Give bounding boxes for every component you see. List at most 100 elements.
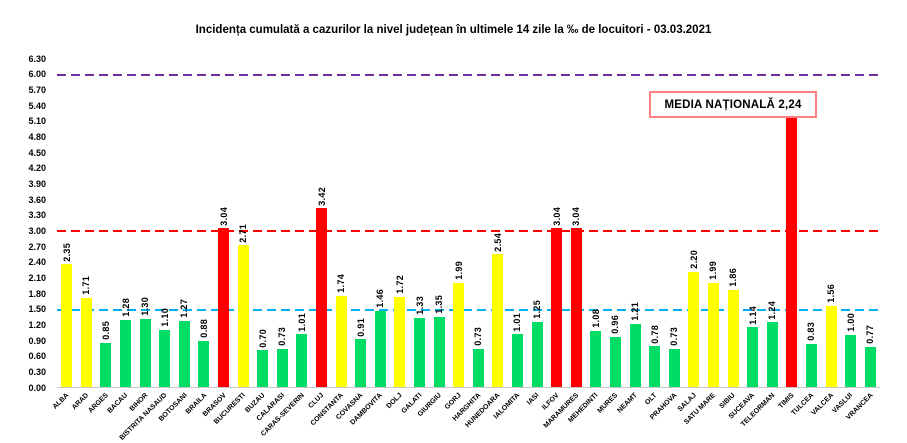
bar-value-label: 1.71	[81, 275, 92, 295]
bar-galati	[414, 317, 425, 387]
y-axis-tick-label: 4.50	[28, 147, 46, 158]
bar-value-label: 0.73	[669, 327, 680, 346]
bar-value-label: 1.25	[532, 300, 543, 319]
bar-arad	[80, 297, 92, 387]
y-axis-tick-label: 4.80	[28, 131, 46, 142]
y-axis-tick-label: 3.60	[28, 194, 46, 205]
bar-dolj	[394, 297, 406, 387]
bar-arges	[100, 342, 112, 387]
bar-value-label: 1.14	[747, 305, 758, 325]
category-label: NEAMT	[616, 392, 640, 415]
y-axis-tick-label: 3.90	[28, 178, 46, 189]
bar-value-label: 1.72	[394, 275, 405, 295]
bar-value-label: 1.74	[336, 274, 347, 294]
bar-constanta	[335, 296, 347, 387]
bar-satu-mare	[707, 283, 719, 387]
national-average-label: MEDIA NAȚIONALĂ 2,24	[664, 98, 802, 111]
category-label: MURES	[596, 392, 620, 415]
y-axis-tick-label: 6.30	[28, 53, 46, 64]
bar-alba	[61, 264, 73, 387]
bar-value-label: 2.54	[492, 232, 503, 252]
y-axis-tick-label: 1.20	[28, 319, 46, 330]
y-axis-tick-label: 2.40	[28, 257, 46, 268]
bar-calarasi	[276, 348, 288, 387]
y-axis-tick-label: 2.10	[28, 272, 46, 283]
bar-vaslui	[845, 334, 857, 387]
bar-value-label: 0.85	[100, 320, 111, 340]
bar-value-label: 3.04	[218, 206, 229, 226]
category-label: IASI	[526, 392, 542, 407]
bar-dambovita	[374, 310, 386, 387]
bar-covasna	[355, 339, 367, 387]
bar-prahova	[668, 348, 680, 387]
bar-value-label: 1.24	[767, 300, 778, 320]
bar-gorj	[453, 283, 465, 387]
bar-value-label: 1.01	[512, 312, 523, 332]
bar-value-label: 0.70	[257, 328, 268, 348]
y-axis-tick-label: 0.90	[28, 335, 46, 346]
category-label: ALBA	[52, 392, 71, 411]
bar-value-label: 3.04	[571, 206, 582, 226]
bar-value-label: 1.86	[728, 268, 739, 287]
y-axis-tick-label: 0.60	[28, 351, 46, 362]
bar-hunedoara	[492, 254, 504, 387]
bar-value-label: 0.96	[610, 315, 621, 334]
bar-mures	[609, 336, 621, 387]
bar-ialomita	[511, 334, 523, 387]
bar-value-label: 0.73	[277, 327, 288, 346]
bar-bacau	[120, 320, 132, 387]
reference-line-1.50	[57, 308, 880, 311]
bar-value-label: 3.04	[551, 206, 562, 226]
bar-value-label: 2.35	[61, 242, 72, 262]
category-label: BACAU	[106, 392, 130, 415]
bar-value-label: 0.83	[806, 321, 817, 341]
bar-value-label: 1.28	[120, 298, 131, 318]
bar-value-label: 0.78	[649, 324, 660, 344]
bar-value-label: 1.00	[845, 313, 856, 332]
plot-area: 2.35 1.71 0.85 1.28 1.30 1.10 1.27 0.88 3.04 2.71…	[57, 59, 880, 388]
bar-braila	[198, 341, 210, 387]
bar-harghita	[472, 348, 484, 387]
bar-value-label: 1.01	[296, 312, 307, 332]
bar-value-label: 1.27	[179, 298, 190, 318]
bar-giurgiu	[433, 316, 445, 387]
bar-value-label: 1.30	[140, 297, 151, 317]
bar-value-label: 1.21	[630, 302, 641, 321]
bar-value-label: 1.35	[434, 294, 445, 314]
bar-maramures	[570, 228, 582, 387]
bar-bistrita-nasaud	[159, 329, 171, 387]
bar-suceava	[747, 327, 759, 387]
bar-valcea	[825, 305, 837, 387]
bar-value-label: 2.20	[688, 250, 699, 270]
bar-tulcea	[805, 343, 817, 387]
bar-caras-severin	[296, 334, 308, 387]
bar-neamt	[629, 323, 641, 387]
reference-line-3.00	[57, 230, 880, 233]
y-axis-tick-label: 1.80	[28, 288, 46, 299]
bar-value-label: 1.99	[708, 261, 719, 281]
national-average-box: MEDIA NAȚIONALĂ 2,24	[649, 91, 817, 118]
y-axis-tick-label: 0.00	[28, 382, 46, 393]
bar-value-label: 1.33	[414, 295, 425, 315]
bar-sibiu	[727, 289, 739, 387]
y-axis-tick-label: 2.70	[28, 241, 46, 252]
y-axis-tick-label: 5.70	[28, 84, 46, 95]
bar-vrancea	[864, 346, 876, 387]
bar-value-label: 0.91	[355, 317, 366, 337]
bar-bucuresti	[237, 245, 249, 387]
bar-cluj	[316, 208, 328, 387]
reference-line-6.00	[57, 73, 880, 76]
x-axis: ALBA ARAD ARGES BACAU BIHOR BISTRITA NASAUD BO…	[52, 390, 880, 443]
category-label: ARGES	[87, 392, 110, 415]
bar-value-label: 1.56	[826, 283, 836, 303]
y-axis-tick-label: 6.00	[28, 69, 46, 80]
bar-value-label: 2.71	[238, 223, 249, 243]
y-axis-tick-label: 4.20	[28, 163, 46, 174]
bar-olt	[649, 346, 661, 387]
bar-bihor	[139, 319, 151, 387]
bar-value-label: 3.42	[316, 186, 327, 206]
bar-ilfov	[551, 228, 563, 387]
category-label: OLT	[644, 392, 659, 407]
y-axis-tick-label: 3.00	[28, 225, 46, 236]
